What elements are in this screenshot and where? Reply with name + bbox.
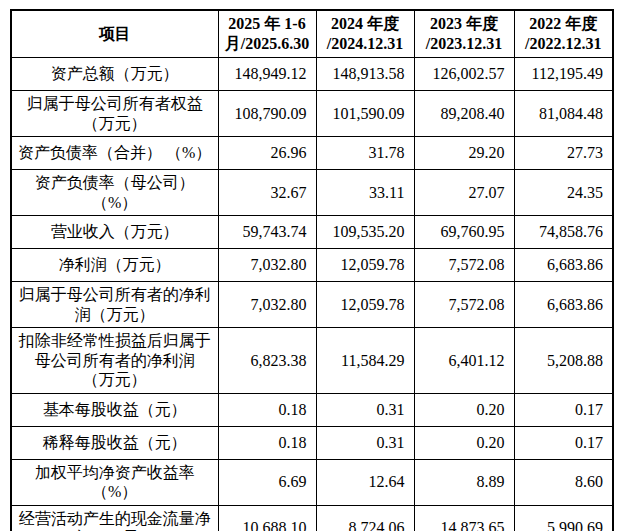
- table-row-diluted-eps: 稀释每股收益（元） 0.18 0.31 0.20 0.17: [11, 426, 613, 459]
- table-row-net-profit: 净利润（万元） 7,032.80 12,059.78 7,572.08 6,68…: [11, 249, 613, 282]
- table-row-total-assets: 资产总额（万元） 148,949.12 148,913.58 126,002.5…: [11, 58, 613, 91]
- metric-value-cell: 6,683.86: [514, 282, 613, 328]
- document-page: 项目 2025 年 1-6 月/2025.6.30 2024 年度 /2024.…: [0, 0, 637, 531]
- table-header-row: 项目 2025 年 1-6 月/2025.6.30 2024 年度 /2024.…: [11, 10, 613, 58]
- metric-label-cell: 稀释每股收益（元）: [11, 426, 218, 459]
- metric-label-cell: 基本每股收益（元）: [11, 393, 218, 426]
- metric-value-cell: 148,913.58: [316, 58, 414, 91]
- metric-value-cell: 6.69: [218, 459, 316, 505]
- column-header-2025h1: 2025 年 1-6 月/2025.6.30: [218, 10, 316, 58]
- metric-value-cell: 29.20: [414, 137, 514, 170]
- metric-value-cell: 10,688.10: [218, 505, 316, 531]
- metric-value-cell: 32.67: [218, 170, 316, 216]
- table-row-net-profit-excl-nonrecurring: 扣除非经常性损益后归属于 母公司所有者的净利润 （万元） 6,823.38 11…: [11, 328, 613, 394]
- metric-value-cell: 12.64: [316, 459, 414, 505]
- metric-value-cell: 33.11: [316, 170, 414, 216]
- metric-value-cell: 26.96: [218, 137, 316, 170]
- metric-value-cell: 101,590.09: [316, 91, 414, 137]
- table-row-parent-equity: 归属于母公司所有者权益 （万元） 108,790.09 101,590.09 8…: [11, 91, 613, 137]
- metric-value-cell: 0.18: [218, 393, 316, 426]
- table-row-weighted-roe: 加权平均净资产收益率（%） 6.69 12.64 8.89 8.60: [11, 459, 613, 505]
- metric-value-cell: 6,823.38: [218, 328, 316, 394]
- column-header-2024: 2024 年度 /2024.12.31: [316, 10, 414, 58]
- metric-value-cell: 12,059.78: [316, 282, 414, 328]
- financial-summary-table: 项目 2025 年 1-6 月/2025.6.30 2024 年度 /2024.…: [10, 9, 614, 531]
- column-header-item: 项目: [11, 10, 218, 58]
- table-row-basic-eps: 基本每股收益（元） 0.18 0.31 0.20 0.17: [11, 393, 613, 426]
- metric-label-cell: 归属于母公司所有者的净利 润（万元）: [11, 282, 218, 328]
- metric-value-cell: 24.35: [514, 170, 613, 216]
- metric-label-cell: 资产负债率（合并） （%）: [11, 137, 218, 170]
- metric-value-cell: 0.20: [414, 393, 514, 426]
- metric-value-cell: 12,059.78: [316, 249, 414, 282]
- metric-value-cell: 0.17: [514, 393, 613, 426]
- metric-value-cell: 6,401.12: [414, 328, 514, 394]
- metric-value-cell: 8.89: [414, 459, 514, 505]
- metric-value-cell: 89,208.40: [414, 91, 514, 137]
- metric-value-cell: 6,683.86: [514, 249, 613, 282]
- metric-label-cell: 资产负债率（母公司） （%）: [11, 170, 218, 216]
- table-row-debt-ratio-consolidated: 资产负债率（合并） （%） 26.96 31.78 29.20 27.73: [11, 137, 613, 170]
- metric-value-cell: 11,584.29: [316, 328, 414, 394]
- metric-label-cell: 经营活动产生的现金流量净 额（万元）: [11, 505, 218, 531]
- metric-value-cell: 27.07: [414, 170, 514, 216]
- metric-value-cell: 126,002.57: [414, 58, 514, 91]
- metric-value-cell: 0.18: [218, 426, 316, 459]
- metric-value-cell: 31.78: [316, 137, 414, 170]
- metric-label-cell: 扣除非经常性损益后归属于 母公司所有者的净利润 （万元）: [11, 328, 218, 394]
- metric-value-cell: 7,032.80: [218, 249, 316, 282]
- table-row-operating-cash-flow: 经营活动产生的现金流量净 额（万元） 10,688.10 8,724.06 14…: [11, 505, 613, 531]
- metric-value-cell: 74,858.76: [514, 216, 613, 249]
- metric-value-cell: 8.60: [514, 459, 613, 505]
- metric-value-cell: 5,990.69: [514, 505, 613, 531]
- metric-value-cell: 7,572.08: [414, 249, 514, 282]
- metric-value-cell: 7,572.08: [414, 282, 514, 328]
- metric-value-cell: 81,084.48: [514, 91, 613, 137]
- table-row-net-profit-parent: 归属于母公司所有者的净利 润（万元） 7,032.80 12,059.78 7,…: [11, 282, 613, 328]
- metric-value-cell: 109,535.20: [316, 216, 414, 249]
- metric-value-cell: 27.73: [514, 137, 613, 170]
- metric-value-cell: 112,195.49: [514, 58, 613, 91]
- metric-value-cell: 0.31: [316, 393, 414, 426]
- metric-value-cell: 0.20: [414, 426, 514, 459]
- column-header-2023: 2023 年度 /2023.12.31: [414, 10, 514, 58]
- metric-value-cell: 0.31: [316, 426, 414, 459]
- metric-value-cell: 69,760.95: [414, 216, 514, 249]
- metric-label-cell: 归属于母公司所有者权益 （万元）: [11, 91, 218, 137]
- metric-value-cell: 108,790.09: [218, 91, 316, 137]
- metric-value-cell: 7,032.80: [218, 282, 316, 328]
- metric-value-cell: 8,724.06: [316, 505, 414, 531]
- metric-label-cell: 营业收入（万元）: [11, 216, 218, 249]
- table-row-revenue: 营业收入（万元） 59,743.74 109,535.20 69,760.95 …: [11, 216, 613, 249]
- metric-value-cell: 148,949.12: [218, 58, 316, 91]
- table-row-debt-ratio-parent: 资产负债率（母公司） （%） 32.67 33.11 27.07 24.35: [11, 170, 613, 216]
- metric-label-cell: 加权平均净资产收益率（%）: [11, 459, 218, 505]
- column-header-2022: 2022 年度 /2022.12.31: [514, 10, 613, 58]
- metric-label-cell: 净利润（万元）: [11, 249, 218, 282]
- metric-value-cell: 0.17: [514, 426, 613, 459]
- metric-label-cell: 资产总额（万元）: [11, 58, 218, 91]
- metric-value-cell: 59,743.74: [218, 216, 316, 249]
- metric-value-cell: 5,208.88: [514, 328, 613, 394]
- metric-value-cell: 14,873.65: [414, 505, 514, 531]
